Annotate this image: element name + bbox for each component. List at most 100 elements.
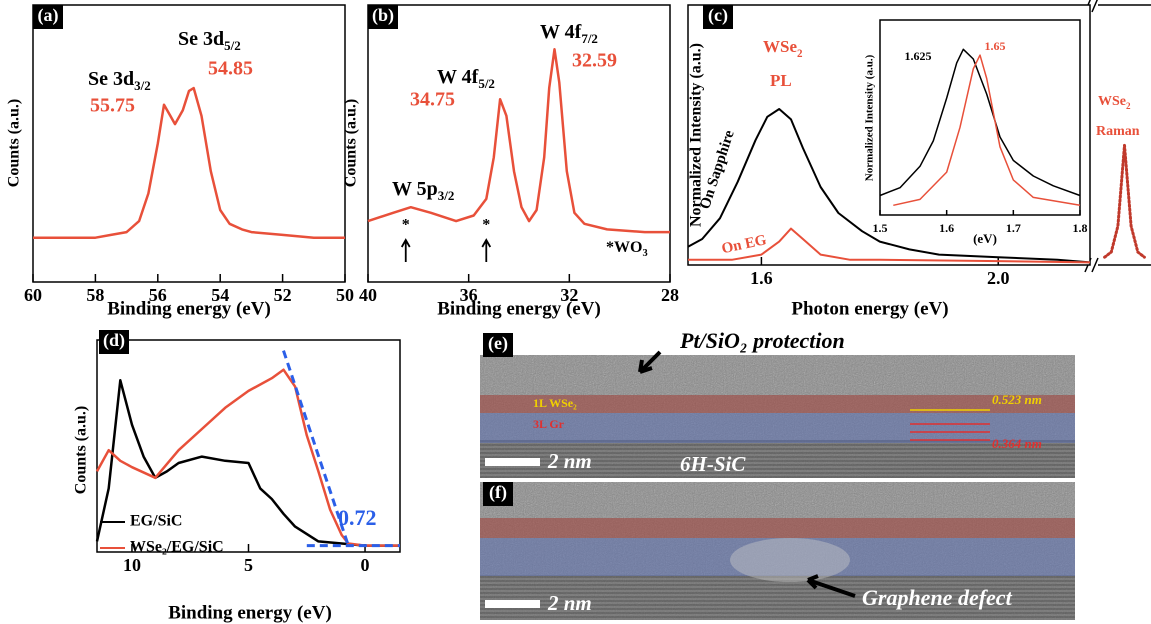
x-tick-label: 1.5 [873, 221, 888, 235]
legend-label: WSe₂/EG/SiC [130, 539, 224, 556]
tem-caption: Pt/SiO₂ protection [679, 328, 845, 353]
scale-label: 2 nm [547, 449, 592, 473]
x-axis-label: (eV) [973, 231, 997, 246]
pl-label-main: WSe [763, 37, 797, 56]
x-axis-label: Binding energy (eV) [437, 298, 601, 319]
fit-line [282, 350, 350, 547]
raman-label-main: WSe [1098, 94, 1126, 109]
x-tick-label: 52 [274, 285, 292, 305]
tem-image-f [480, 482, 1075, 620]
peak-value: 1.65 [985, 39, 1006, 53]
panel-label: (f) [489, 482, 507, 503]
panel-label: (c) [708, 5, 728, 26]
peak-value: 32.59 [572, 50, 617, 72]
wo3-marker: * [402, 217, 410, 234]
peak-value: 54.85 [208, 58, 253, 80]
peak-name-sub: 5/2 [224, 38, 241, 53]
layer-label: 3L Gr [533, 417, 565, 431]
panel-label-bg [483, 482, 513, 506]
peak-name-main: W 4f [437, 66, 479, 88]
tem-image-e [480, 350, 1075, 478]
x-tick-label: 1.6 [750, 268, 773, 288]
data-line [893, 54, 1081, 207]
x-tick-label: 2.0 [987, 268, 1010, 288]
data-line [687, 108, 1091, 264]
panel-label: (a) [38, 5, 59, 26]
x-tick-label: 1.6 [939, 221, 954, 235]
y-axis-label: Normalized Intensity (a.u.) [864, 54, 876, 181]
plot-frame [96, 339, 401, 553]
wo3-arrow [481, 238, 492, 262]
panel-label-bg [33, 5, 63, 29]
note: *WO3 [606, 239, 648, 259]
x-tick-label: 10 [123, 555, 141, 575]
pl-label-sub: 2 [797, 48, 803, 60]
x-tick-label: 56 [149, 285, 167, 305]
peak-name-main: W 4f [540, 21, 582, 43]
peak-name: Se 3d5/2 [178, 28, 241, 54]
data-line [879, 48, 1081, 197]
peak-name-sub: 3/2 [438, 188, 455, 203]
y-axis-label: Counts (a.u.) [73, 406, 90, 494]
panel-label: (e) [488, 333, 508, 354]
peak-value: 1.625 [905, 49, 932, 63]
scale-label: 2 nm [547, 591, 592, 615]
raman-label: WSe2 [1098, 94, 1131, 111]
x-tick-label: 0 [361, 555, 370, 575]
data-line [688, 227, 1091, 264]
data-line [33, 86, 345, 239]
data-line [367, 48, 670, 234]
x-tick-label: 50 [336, 285, 354, 305]
x-tick-label: 32 [560, 285, 578, 305]
peak-value: 55.75 [90, 95, 135, 117]
panel-label-bg [368, 5, 398, 29]
spacing-label: 0.364 nm [992, 436, 1042, 451]
panel-label-bg [99, 330, 129, 354]
peak-name-main: W 5p [392, 178, 438, 200]
y-axis-label: Counts (a.u.) [343, 99, 360, 187]
data-line [1103, 143, 1146, 259]
x-tick-label: 36 [460, 285, 478, 305]
peak-name: Se 3d3/2 [88, 68, 151, 94]
peak-name: W 4f7/2 [540, 21, 598, 47]
x-tick-label: 5 [244, 555, 253, 575]
note-sub: 3 [642, 248, 647, 259]
peak-name-sub: 5/2 [478, 76, 495, 91]
x-tick-label: 54 [211, 285, 229, 305]
substrate-label: 6H-SiC [680, 452, 746, 476]
x-tick-label: 58 [86, 285, 104, 305]
panel-label-bg [703, 5, 733, 29]
panel-label-bg [483, 333, 513, 357]
pl-label: WSe2 [763, 37, 803, 60]
peak-name: W 4f5/2 [437, 66, 495, 92]
x-axis-label: Binding energy (eV) [168, 602, 332, 623]
x-axis-label: Photon energy (eV) [791, 298, 948, 319]
y-axis-label: Normalized Intensity (a.u.) [688, 43, 705, 227]
x-tick-label: 1.7 [1006, 221, 1021, 235]
plot-frame [367, 4, 671, 283]
x-tick-label: 1.8 [1073, 221, 1088, 235]
raman-label-2: Raman [1096, 124, 1140, 139]
peak-name-main: Se 3d [178, 28, 224, 50]
x-axis-label: Binding energy (eV) [107, 298, 271, 319]
x-tick-label: 28 [661, 285, 679, 305]
peak-name-main: Se 3d [88, 68, 134, 90]
gap-value: 0.72 [338, 505, 377, 530]
y-axis-label: Counts (a.u.) [6, 99, 23, 187]
legend-label: EG/SiC [130, 513, 182, 530]
tem-caption: Graphene defect [862, 585, 1013, 610]
raman-label-sub: 2 [1126, 101, 1131, 111]
pl-label-2: PL [770, 71, 792, 90]
wo3-marker: * [482, 217, 490, 234]
wo3-arrow [400, 238, 411, 262]
peak-name: W 5p3/2 [392, 178, 454, 204]
peak-name-sub: 3/2 [134, 78, 151, 93]
spacing-label: 0.523 nm [992, 392, 1042, 407]
peak-name-sub: 7/2 [581, 31, 598, 46]
x-tick-label: 60 [24, 285, 42, 305]
panel-label: (b) [372, 5, 394, 26]
note-main: *WO [606, 239, 642, 256]
panel-label: (d) [103, 330, 125, 351]
data-line [95, 368, 400, 547]
